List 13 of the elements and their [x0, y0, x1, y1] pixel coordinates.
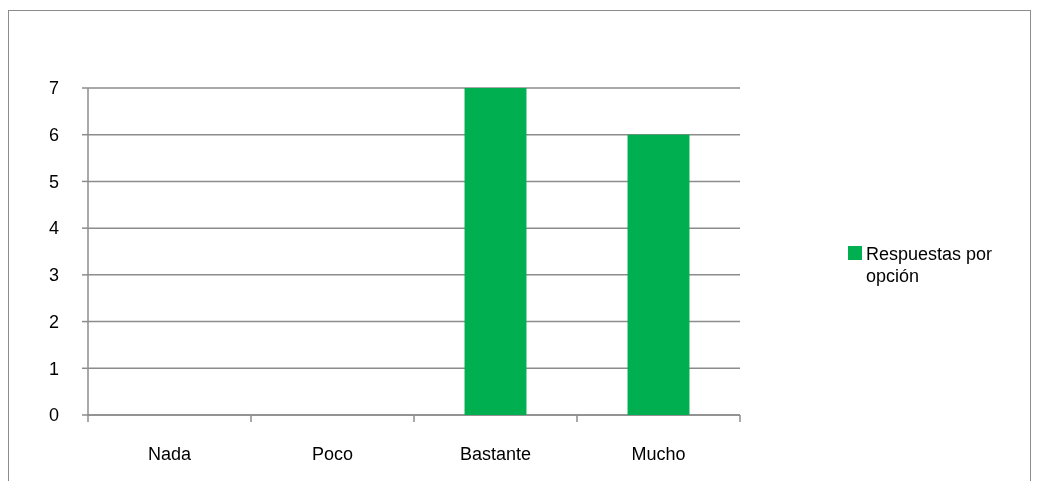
y-tick-label: 2 [48, 311, 60, 332]
x-tick-label: Mucho [631, 444, 686, 464]
y-tick-label: 6 [48, 125, 60, 146]
y-tick-label: 3 [48, 265, 60, 286]
x-tick-label: Bastante [459, 444, 532, 464]
y-tick-label: 0 [48, 405, 60, 426]
x-tick-label: Poco [311, 444, 354, 464]
y-tick-label: 1 [48, 358, 60, 379]
x-tick-label: Nada [147, 444, 192, 464]
legend-label: Respuestas por opción [866, 244, 993, 286]
y-tick-label: 5 [48, 171, 60, 192]
y-tick-label: 7 [48, 78, 60, 99]
y-tick-label: 4 [48, 218, 60, 239]
